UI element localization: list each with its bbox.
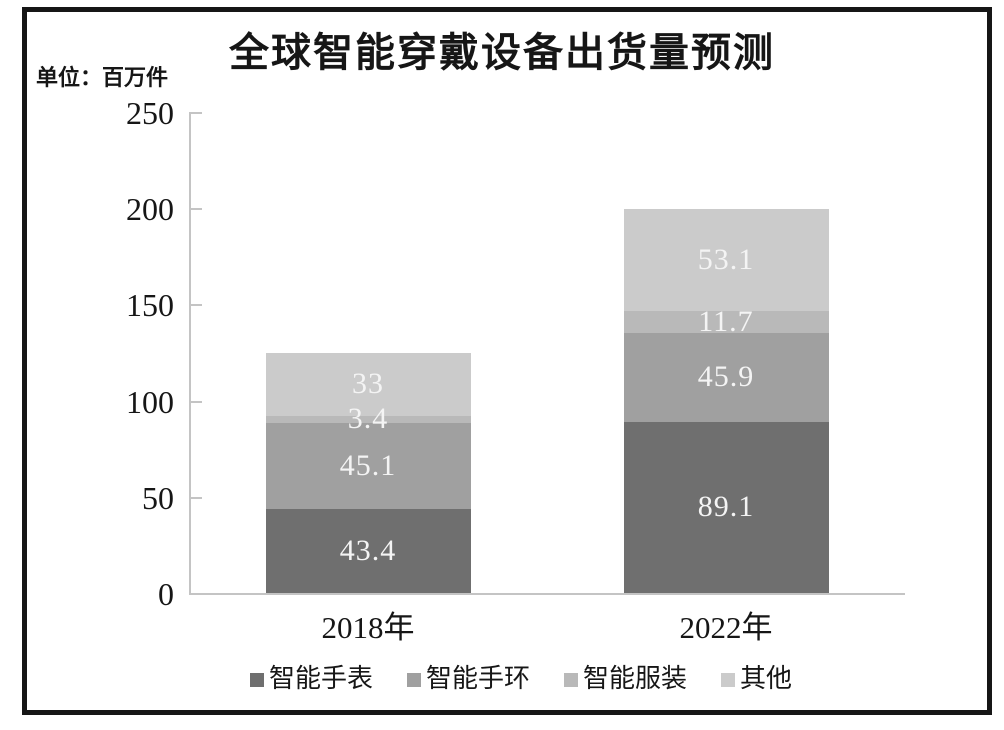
bar-segment-智能手环 xyxy=(265,422,471,510)
bar-segment-其他 xyxy=(265,352,471,417)
legend-swatch-icon xyxy=(406,673,421,687)
y-axis-tick xyxy=(189,496,202,499)
legend-label: 智能服装 xyxy=(583,664,688,693)
bar-value-label: 11.7 xyxy=(698,305,754,338)
legend-swatch-icon xyxy=(249,673,264,687)
bar-segment-智能手表 xyxy=(265,509,471,593)
y-tick-label: 150 xyxy=(126,287,174,324)
unit-label: 单位：百万件 xyxy=(36,65,169,90)
chart-border xyxy=(22,7,992,715)
y-axis-line xyxy=(189,112,191,593)
bar-value-label: 33 xyxy=(352,367,384,401)
bar-value-label: 3.4 xyxy=(347,402,389,436)
bar-segment-智能服装 xyxy=(623,310,829,334)
x-category-label: 2022年 xyxy=(679,610,773,645)
y-axis-tick xyxy=(189,304,202,307)
bar-segment-智能服装 xyxy=(265,416,471,423)
y-axis-tick xyxy=(189,400,202,403)
x-category-label: 2018年 xyxy=(321,610,415,645)
legend-label: 其他 xyxy=(740,664,793,693)
bar-value-label: 89.1 xyxy=(697,490,755,524)
bar-segment-智能手表 xyxy=(623,421,829,593)
bar-value-label: 45.9 xyxy=(697,360,755,394)
bar-value-label: 43.4 xyxy=(339,534,397,568)
y-tick-label: 0 xyxy=(158,576,174,612)
legend-swatch-icon xyxy=(721,673,736,687)
y-axis-tick xyxy=(189,208,202,211)
legend-label: 智能手环 xyxy=(425,664,530,693)
bar-segment-智能手环 xyxy=(623,333,829,422)
legend: 智能手表 智能手环 智能服装 其他 xyxy=(38,666,1004,692)
y-tick-label: 250 xyxy=(126,95,174,131)
bar-segment-其他 xyxy=(623,208,829,311)
chart-title: 全球智能穿戴设备出货量预测 xyxy=(229,30,775,75)
y-axis-tick xyxy=(189,112,202,114)
y-tick-label: 100 xyxy=(126,383,174,420)
legend-label: 智能手表 xyxy=(268,664,373,693)
bar-value-label: 45.1 xyxy=(339,449,397,483)
y-tick-label: 50 xyxy=(142,479,174,516)
bar-value-label: 53.1 xyxy=(697,242,755,276)
legend-item-智能手表: 智能手表 xyxy=(249,664,373,693)
legend-swatch-icon xyxy=(564,673,578,687)
legend-item-智能服装: 智能服装 xyxy=(564,666,687,692)
y-tick-label: 200 xyxy=(126,191,174,228)
legend-item-智能手环: 智能手环 xyxy=(406,664,530,693)
x-axis-line xyxy=(189,593,905,595)
legend-item-其他: 其他 xyxy=(721,666,792,692)
